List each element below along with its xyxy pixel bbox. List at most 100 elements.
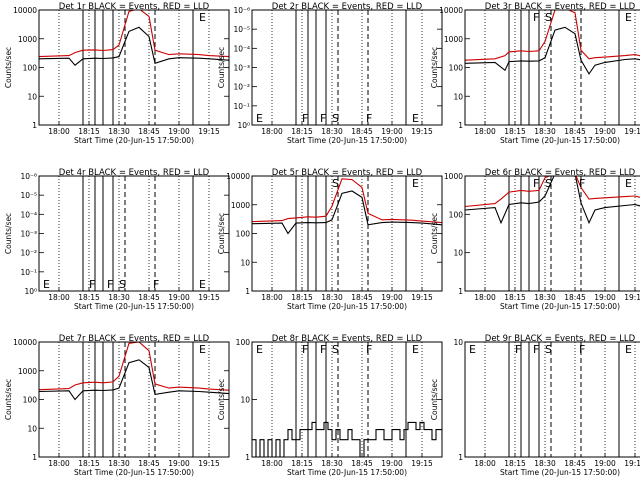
- y-tick-label: 10: [27, 92, 37, 101]
- y-tick-label: 1000: [444, 172, 463, 181]
- x-tick-label: 18:00: [474, 293, 496, 302]
- y-axis-label: Counts/sec: [430, 379, 439, 420]
- y-tick-label: 1: [245, 287, 250, 296]
- panel-det-7: Det 7r BLACK = Events, RED = LLD 1 10 100 10…: [4, 334, 230, 477]
- plot-frame: [251, 341, 443, 458]
- y-tick-label: 10000: [226, 172, 250, 181]
- y-tick-label: 100: [236, 230, 251, 239]
- y-tick-label: 10⁻¹: [233, 102, 250, 111]
- x-axis-label: Start Time (20-Jun-15 17:50:00): [287, 468, 407, 477]
- flag-label: E: [412, 112, 419, 125]
- x-axis-label: Start Time (20-Jun-15 17:50:00): [287, 136, 407, 145]
- flag-label: S: [332, 112, 339, 125]
- flag-label: E: [256, 112, 263, 125]
- x-tick-label: 19:15: [624, 127, 640, 136]
- x-axis-label: Start Time (20-Jun-15 17:50:00): [500, 136, 620, 145]
- y-tick-label: 10⁻³: [20, 230, 37, 239]
- x-tick-label: 19:00: [381, 127, 403, 136]
- x-tick-label: 18:00: [261, 459, 283, 468]
- series-lld-line: [39, 10, 229, 58]
- x-tick-label: 19:00: [168, 127, 190, 136]
- x-tick-label: 19:15: [198, 459, 220, 468]
- flag-label: E: [625, 177, 632, 190]
- panel-det-5: Det 5r BLACK = Events, RED = LLD 1 10 100 10…: [217, 168, 443, 311]
- panel-det-6: Det 6r BLACK = Events, RED = LLD 1 10 100 10…: [430, 168, 640, 311]
- x-tick-label: 18:15: [78, 293, 100, 302]
- panel-title: Det 1r BLACK = Events, RED = LLD: [59, 2, 210, 12]
- x-tick-label: 18:15: [504, 127, 526, 136]
- x-tick-label: 18:00: [261, 127, 283, 136]
- flag-label: F: [320, 343, 326, 356]
- y-tick-label: 100: [23, 396, 38, 405]
- x-tick-label: 18:30: [108, 459, 130, 468]
- y-tick-label: 1000: [18, 35, 37, 44]
- x-tick-label: 18:15: [291, 293, 313, 302]
- y-tick-label: 10⁰: [237, 121, 250, 130]
- flag-label: E: [199, 343, 206, 356]
- x-tick-label: 18:45: [351, 459, 373, 468]
- x-tick-label: 19:00: [381, 293, 403, 302]
- x-tick-label: 18:15: [78, 459, 100, 468]
- flag-label: F: [533, 11, 539, 24]
- x-tick-label: 18:15: [78, 127, 100, 136]
- panel-title: Det 4r BLACK = Events, RED = LLD: [59, 168, 210, 178]
- plot-frame: [251, 175, 443, 292]
- y-tick-label: 10: [453, 338, 463, 347]
- flag-label: S: [119, 278, 126, 291]
- x-tick-label: 19:15: [411, 459, 433, 468]
- x-tick-label: 18:45: [564, 459, 586, 468]
- series-events-line: [465, 26, 640, 75]
- flag-label: E: [469, 343, 476, 356]
- x-tick-label: 18:45: [138, 127, 160, 136]
- x-tick-label: 18:30: [321, 293, 343, 302]
- flag-label: F: [302, 343, 308, 356]
- x-tick-label: 18:30: [534, 293, 556, 302]
- x-axis-label: Start Time (20-Jun-15 17:50:00): [74, 468, 194, 477]
- series-lld-line: [465, 10, 640, 61]
- x-tick-label: 18:00: [48, 293, 70, 302]
- x-tick-label: 19:00: [381, 459, 403, 468]
- y-tick-label: 1: [458, 287, 463, 296]
- y-tick-label: 10⁻⁴: [20, 210, 37, 219]
- panel-det-8: Det 8r BLACK = Events, RED = LLD 1 10 100 18…: [217, 334, 443, 477]
- x-axis-label: Start Time (20-Jun-15 17:50:00): [74, 302, 194, 311]
- x-tick-label: 19:15: [624, 459, 640, 468]
- x-axis-label: Start Time (20-Jun-15 17:50:00): [74, 136, 194, 145]
- y-axis-label: Counts/sec: [217, 379, 226, 420]
- y-tick-label: 10000: [13, 6, 37, 15]
- x-tick-label: 18:45: [351, 127, 373, 136]
- x-tick-label: 18:30: [321, 459, 343, 468]
- y-axis-label: Counts/sec: [217, 47, 226, 88]
- x-tick-label: 18:30: [534, 459, 556, 468]
- x-tick-label: 18:30: [108, 293, 130, 302]
- x-tick-label: 19:15: [198, 127, 220, 136]
- flag-label: F: [366, 343, 372, 356]
- y-tick-label: 10: [240, 396, 250, 405]
- x-axis-label: Start Time (20-Jun-15 17:50:00): [287, 302, 407, 311]
- x-tick-label: 18:30: [321, 127, 343, 136]
- plot-frame: [464, 341, 640, 458]
- flag-label: F: [89, 278, 95, 291]
- flag-label: F: [579, 343, 585, 356]
- flag-label: E: [43, 278, 50, 291]
- panel-det-4: Det 4r BLACK = Events, RED = LLD 10⁰ 10⁻¹ 1…: [4, 168, 230, 311]
- plot-frame: [38, 175, 230, 292]
- y-tick-label: 1000: [18, 367, 37, 376]
- flag-label: S: [332, 177, 339, 190]
- flag-label: F: [579, 177, 585, 190]
- y-axis-label: Counts/sec: [430, 47, 439, 88]
- flag-label: E: [199, 11, 206, 24]
- x-tick-label: 18:15: [504, 293, 526, 302]
- flag-label: S: [545, 11, 552, 24]
- flag-label: S: [545, 343, 552, 356]
- flag-label: E: [256, 343, 263, 356]
- x-tick-label: 19:15: [411, 127, 433, 136]
- flag-label: S: [332, 343, 339, 356]
- y-tick-label: 100: [23, 64, 38, 73]
- plot-frame: [38, 341, 230, 458]
- y-tick-label: 10: [453, 249, 463, 258]
- plot-frame: [38, 9, 230, 126]
- y-axis-label: Counts/sec: [4, 379, 13, 420]
- y-tick-label: 100: [449, 64, 464, 73]
- panel-det-9: Det 9r BLACK = Events, RED = LLD 1 10 18:00…: [430, 334, 640, 477]
